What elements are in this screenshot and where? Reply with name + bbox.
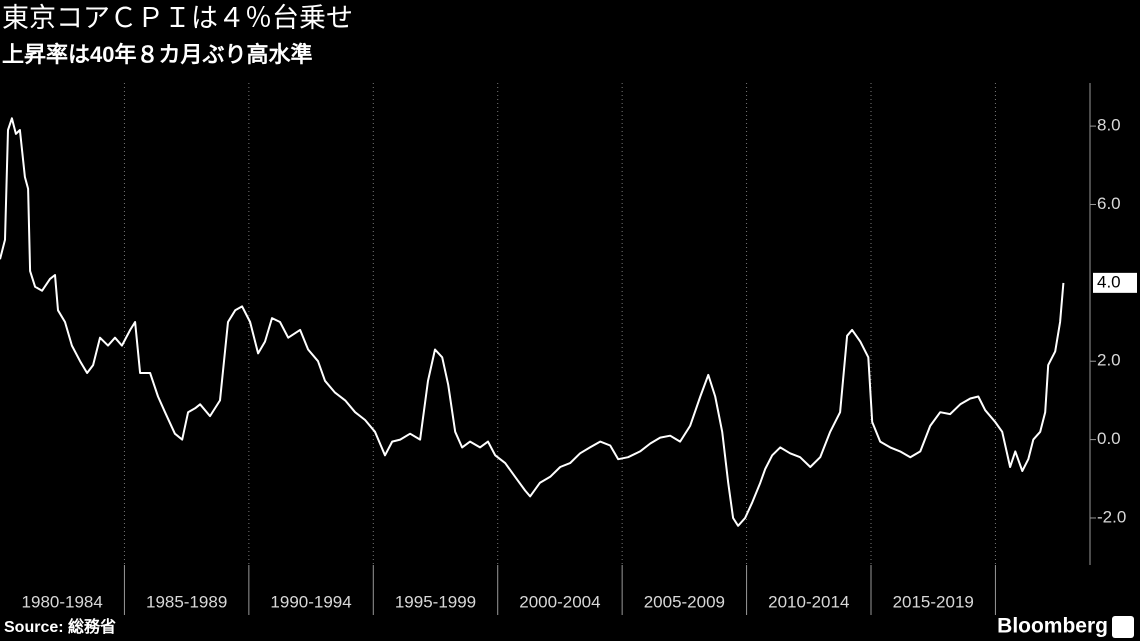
y-tick-label: 6.0 xyxy=(1097,194,1121,213)
y-tick-label: 8.0 xyxy=(1097,116,1121,135)
x-tick-label: 1995-1999 xyxy=(395,592,476,611)
source: Source: 総務省 xyxy=(4,617,116,636)
x-tick-label: 1980-1984 xyxy=(22,592,103,611)
logo-icon xyxy=(1112,616,1134,638)
chart-title: 東京コアＣＰＩは４％台乗せ xyxy=(2,3,353,33)
x-tick-label: 1985-1989 xyxy=(146,592,227,611)
x-tick-label: 2000-2004 xyxy=(519,592,600,611)
line-series xyxy=(0,117,1065,527)
x-tick-label: 2010-2014 xyxy=(768,592,849,611)
y-tick-label: -2.0 xyxy=(1097,507,1126,526)
last-value-box xyxy=(1093,272,1137,293)
y-tick-label: 0.0 xyxy=(1097,429,1121,448)
y-tick-label: 2.0 xyxy=(1097,351,1121,370)
last-value-label: 4.0 xyxy=(1097,272,1121,291)
chart-subtitle: 上昇率は40年８カ月ぶり高水準 xyxy=(2,42,312,67)
logo: Bloomberg xyxy=(997,615,1108,638)
x-tick-label: 2015-2019 xyxy=(893,592,974,611)
x-tick-label: 2005-2009 xyxy=(644,592,725,611)
x-tick-label: 1990-1994 xyxy=(270,592,351,611)
